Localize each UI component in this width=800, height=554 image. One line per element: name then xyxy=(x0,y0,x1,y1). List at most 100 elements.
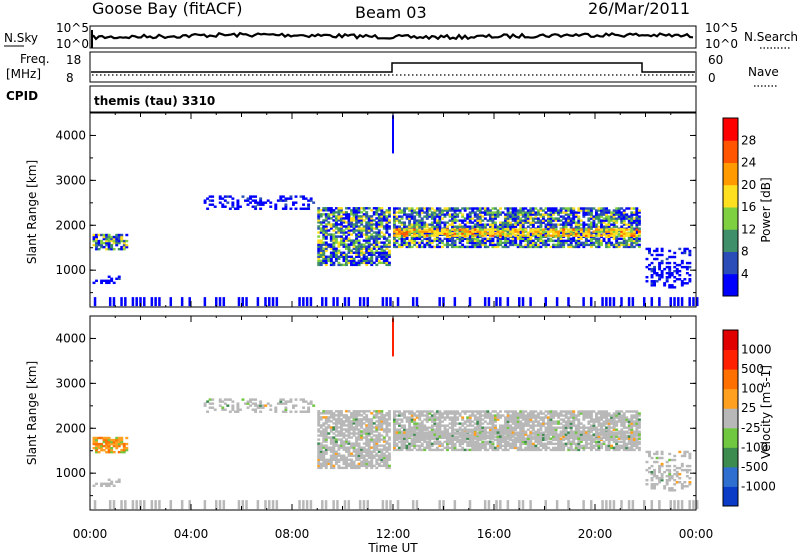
power-cell xyxy=(365,263,369,267)
velocity-cell xyxy=(105,446,109,450)
power-cell xyxy=(435,209,439,212)
velocity-cell xyxy=(352,414,356,417)
velocity-cell xyxy=(375,428,379,431)
power-cell xyxy=(339,235,343,238)
power-cell xyxy=(539,232,543,235)
velocity-cell xyxy=(322,456,326,459)
velocity-cell xyxy=(357,434,361,437)
power-cell xyxy=(385,239,389,242)
power-cell xyxy=(541,221,545,224)
velocity-cell xyxy=(499,424,502,427)
power-cell xyxy=(380,231,384,234)
power-cell xyxy=(488,241,492,245)
power-cell xyxy=(423,237,427,241)
power-cell xyxy=(587,223,591,226)
power-cell xyxy=(360,233,364,236)
velocity-cell xyxy=(473,446,477,450)
power-cell xyxy=(365,221,369,224)
power-cell xyxy=(675,278,679,281)
power-cell xyxy=(375,233,379,236)
power-cell xyxy=(597,239,601,243)
power-cell xyxy=(337,207,341,210)
power-cell xyxy=(218,197,222,200)
velocity-cell xyxy=(352,412,356,415)
power-cell xyxy=(668,265,672,269)
power-cell xyxy=(377,253,381,256)
velocity-cell xyxy=(360,424,364,427)
power-cell xyxy=(342,229,346,232)
velocity-cell xyxy=(539,412,543,415)
power-cell xyxy=(461,221,465,224)
power-cell xyxy=(564,211,568,214)
velocity-cell xyxy=(329,442,333,445)
power-cell xyxy=(440,209,444,212)
power-cell xyxy=(519,211,523,214)
power-cell xyxy=(395,215,399,218)
power-cell xyxy=(494,211,497,214)
velocity-cell xyxy=(602,430,606,433)
power-cell xyxy=(456,215,460,218)
power-cell xyxy=(158,297,161,307)
power-cell xyxy=(396,297,400,307)
velocity-cell xyxy=(211,398,215,401)
power-cell xyxy=(375,225,379,228)
velocity-cell xyxy=(372,464,376,468)
power-cell xyxy=(425,237,429,241)
power-cell xyxy=(408,207,412,210)
velocity-cell xyxy=(516,418,520,421)
velocity-cell xyxy=(319,424,323,427)
velocity-cell xyxy=(355,432,359,435)
power-cell xyxy=(519,219,523,222)
power-cell xyxy=(592,219,596,222)
power-cell xyxy=(668,284,672,287)
velocity-cell xyxy=(393,426,396,429)
power-cell xyxy=(496,230,500,233)
power-cell xyxy=(440,230,444,233)
colorbar-segment xyxy=(723,184,738,208)
power-cell xyxy=(334,207,338,210)
power-cell xyxy=(499,239,502,243)
velocity-cell xyxy=(476,418,480,421)
velocity-cell xyxy=(357,438,361,441)
velocity-cell xyxy=(526,416,530,419)
power-cell xyxy=(607,209,611,212)
power-cell xyxy=(425,225,429,228)
power-cell xyxy=(486,232,490,235)
velocity-cell xyxy=(329,446,333,449)
power-cell xyxy=(246,197,250,200)
velocity-cell xyxy=(360,450,364,453)
power-cell xyxy=(347,213,351,216)
power-cell xyxy=(332,229,336,232)
power-cell xyxy=(420,217,424,220)
power-cell xyxy=(519,225,523,228)
power-cell xyxy=(504,219,508,222)
velocity-cell xyxy=(398,428,401,431)
power-cell xyxy=(665,278,669,281)
power-cell xyxy=(660,269,664,273)
velocity-cell xyxy=(380,422,384,425)
power-cell xyxy=(334,211,338,214)
power-cell xyxy=(554,230,558,233)
power-cell xyxy=(415,234,419,237)
velocity-cell xyxy=(100,484,104,488)
velocity-cell xyxy=(430,418,434,421)
power-cell xyxy=(458,219,462,222)
power-cell xyxy=(440,213,444,216)
power-cell xyxy=(408,239,412,243)
velocity-cell xyxy=(420,412,424,415)
power-cell xyxy=(569,245,573,249)
velocity-cell xyxy=(420,448,424,452)
velocity-cell xyxy=(519,436,523,439)
power-cell xyxy=(461,219,465,222)
power-cell xyxy=(564,217,568,220)
velocity-cell xyxy=(430,444,434,448)
velocity-cell xyxy=(380,410,384,413)
velocity-cell xyxy=(572,440,576,444)
power-cell xyxy=(630,211,634,214)
velocity-cell xyxy=(430,442,434,446)
power-cell xyxy=(612,228,616,231)
power-cell xyxy=(683,247,687,251)
velocity-cell xyxy=(501,414,505,417)
power-cell xyxy=(526,209,530,212)
power-cell xyxy=(387,219,391,222)
